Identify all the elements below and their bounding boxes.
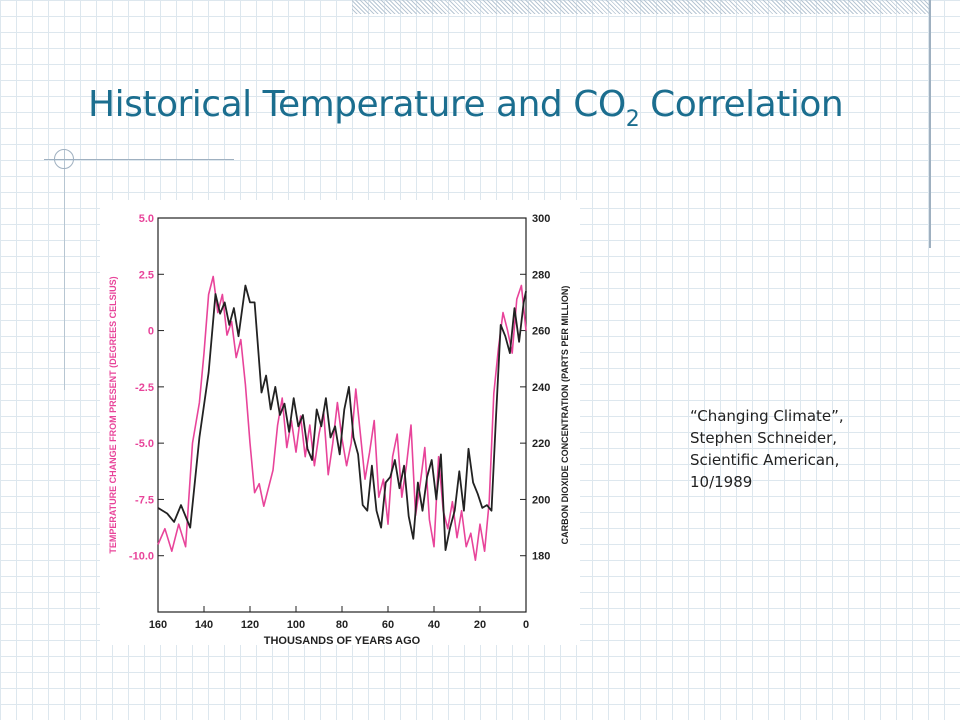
y-left-tick-label: -7.5 (135, 494, 154, 506)
x-tick-label: 60 (382, 619, 394, 631)
y-left-tick-label: -2.5 (135, 382, 154, 394)
x-tick-label: 100 (287, 619, 305, 631)
citation: “Changing Climate”, Stephen Schneider, S… (690, 405, 890, 493)
y-right-tick-label: 280 (532, 269, 550, 281)
decorative-vertical-line-left (64, 150, 65, 390)
y-left-tick-label: 0 (148, 326, 154, 338)
x-tick-label: 160 (149, 619, 167, 631)
x-tick-label: 120 (241, 619, 259, 631)
chart-image: 160 140 120 100 80 60 40 20 0 5.0 2.5 0 -2.5 -5.0 -7.5… (100, 200, 580, 645)
citation-line-2: Stephen Schneider, (690, 429, 838, 447)
y-right-tick-label: 220 (532, 438, 550, 450)
y-right-tick-label: 300 (532, 213, 550, 225)
co2-series-line (157, 284, 527, 552)
slide-title-end: Correlation (639, 84, 844, 125)
y-right-tick-label: 260 (532, 326, 550, 338)
y-right-tick-label: 240 (532, 382, 550, 394)
slide-title-main: Historical Temperature and CO (88, 84, 626, 125)
y-left-tick-label: 2.5 (139, 269, 154, 281)
decorative-circle (54, 149, 74, 169)
y-left-tick-label: -10.0 (129, 551, 154, 563)
y-left-axis-label: TEMPERATURE CHANGE FROM PRESENT (DEGREES… (108, 276, 118, 553)
x-tick-label: 20 (474, 619, 486, 631)
y-right-axis-label: CARBON DIOXIDE CONCENTRATION (PARTS PER … (560, 286, 570, 545)
temperature-co2-chart: 160 140 120 100 80 60 40 20 05.02.50-2.5-5.0-7.5… (108, 213, 570, 645)
y-right-tick-label: 200 (532, 494, 550, 506)
x-tick-label: 80 (336, 619, 348, 631)
x-tick-label: 0 (523, 619, 529, 631)
y-left-tick-label: -5.0 (135, 438, 154, 450)
slide-title-subscript: 2 (625, 107, 640, 132)
citation-line-4: 10/1989 (690, 473, 753, 491)
decorative-horizontal-line (44, 159, 234, 160)
y-left-tick-label: 5.0 (139, 213, 154, 225)
decorative-hatch-band (352, 0, 930, 14)
temperature-series-line (157, 275, 527, 562)
citation-line-1: “Changing Climate”, (690, 407, 844, 425)
x-tick-label: 40 (428, 619, 440, 631)
x-axis-label: THOUSANDS OF YEARS AGO (264, 635, 421, 645)
decorative-vertical-line-right (929, 0, 931, 248)
slide-title: Historical Temperature and CO2 Correlati… (88, 84, 844, 132)
citation-line-3: Scientific American, (690, 451, 840, 469)
x-tick-label: 140 (195, 619, 213, 631)
y-right-tick-label: 180 (532, 551, 550, 563)
